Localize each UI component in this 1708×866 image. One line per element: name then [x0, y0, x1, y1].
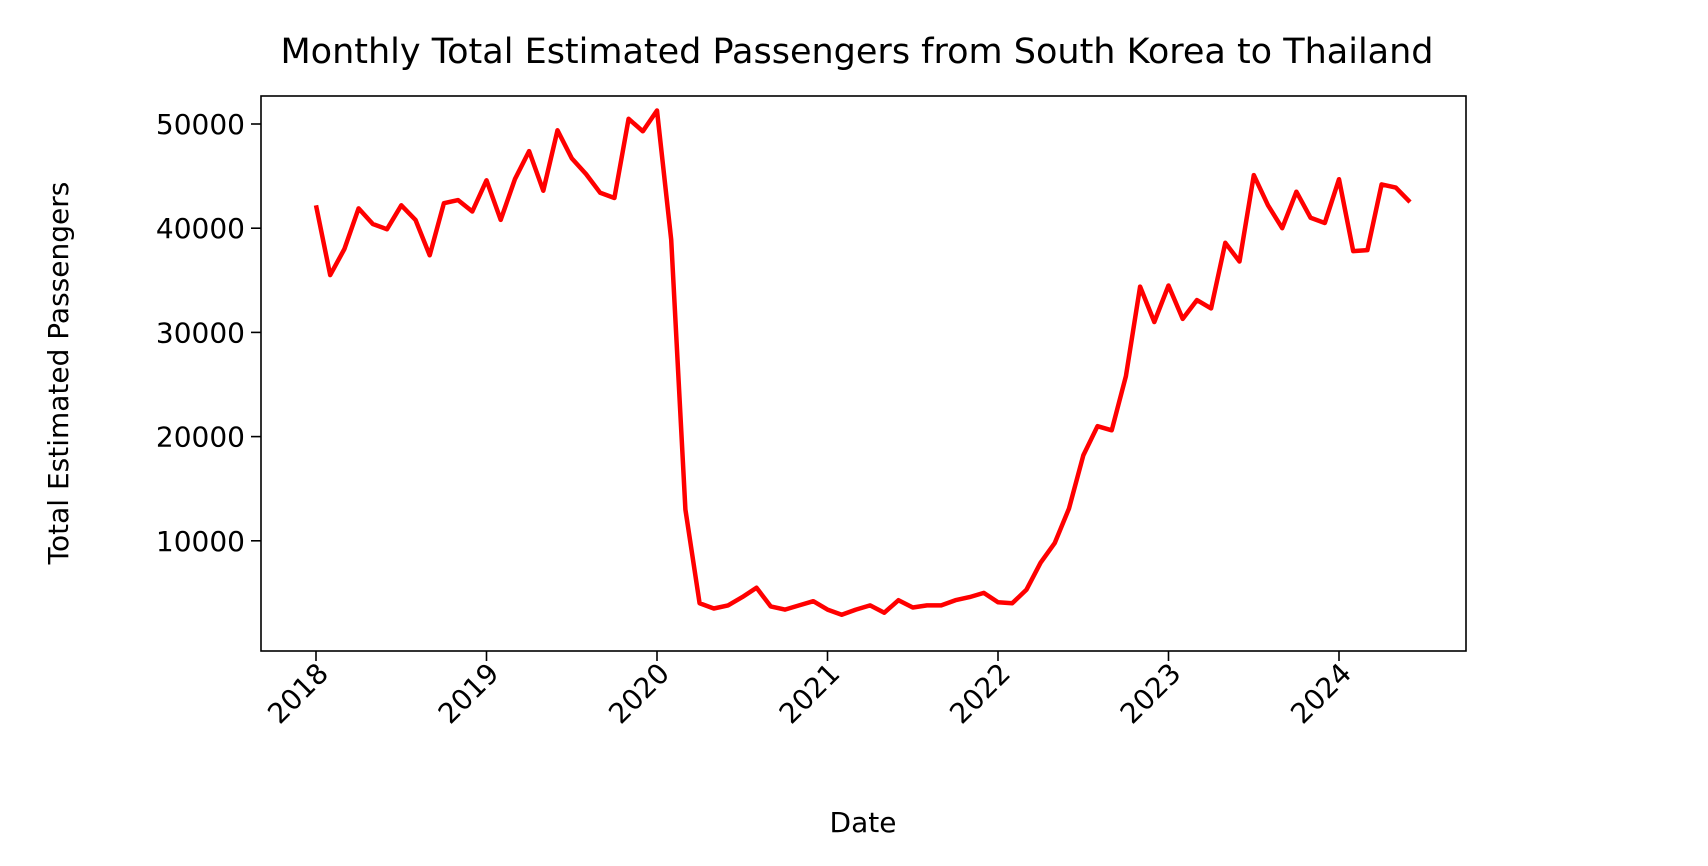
x-tick-label: 2019 — [432, 657, 506, 731]
x-tick-label: 2020 — [602, 657, 676, 731]
x-tick-label: 2021 — [773, 657, 847, 731]
x-axis-label: Date — [830, 806, 897, 839]
chart-title: Monthly Total Estimated Passengers from … — [280, 32, 1433, 72]
y-tick-label: 10000 — [156, 525, 245, 558]
x-tick-label: 2022 — [943, 657, 1017, 731]
y-tick-label: 30000 — [156, 316, 245, 349]
x-tick-label: 2018 — [261, 657, 335, 731]
x-tick-label: 2024 — [1284, 657, 1358, 731]
series-line-passengers — [313, 108, 1412, 618]
y-axis-label: Total Estimated Passengers — [42, 182, 75, 566]
x-axis: 2018 2019 2020 2021 2022 2023 2024 — [261, 651, 1358, 730]
y-tick-label: 40000 — [156, 212, 245, 245]
y-tick-label: 50000 — [156, 108, 245, 141]
y-axis: 10000 20000 30000 40000 50000 — [156, 108, 261, 558]
x-tick-label: 2023 — [1114, 657, 1188, 731]
plot-frame — [260, 95, 1467, 652]
y-tick-label: 20000 — [156, 421, 245, 454]
plot-area — [260, 95, 1467, 652]
